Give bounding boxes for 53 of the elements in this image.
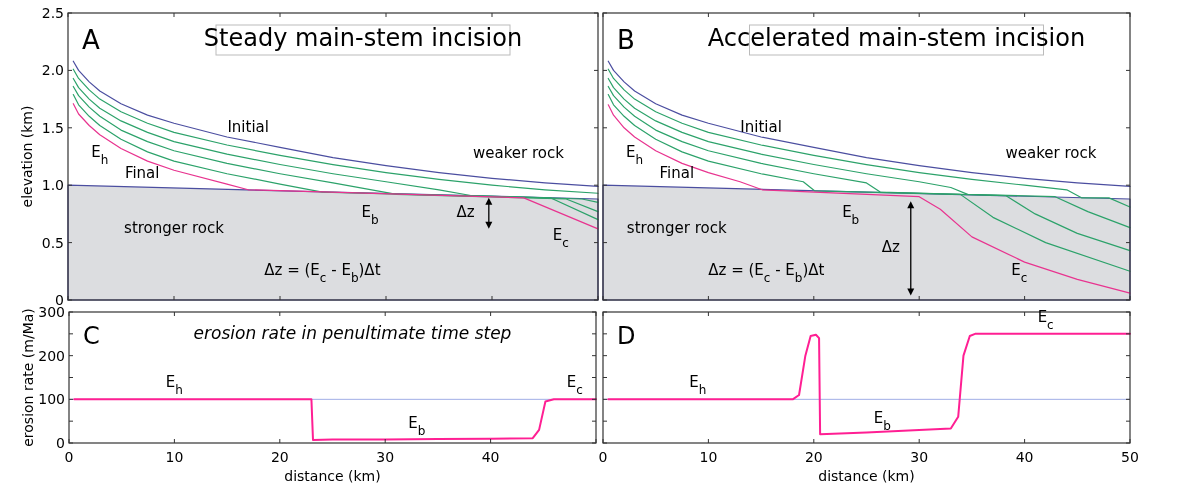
annotation: Initial xyxy=(740,118,782,137)
y-tick-label: 0 xyxy=(56,435,65,451)
annotation: E$_{h}$ xyxy=(165,373,183,398)
annotation: Δz xyxy=(881,237,900,256)
text: Steady main-stem incision xyxy=(203,24,523,52)
text: Accelerated main-stem incision xyxy=(707,24,1086,52)
x-tick-label: 10 xyxy=(699,449,718,465)
annotation: E$_{c}$ xyxy=(552,226,569,251)
y-tick-label: 100 xyxy=(38,391,65,408)
annotation: D xyxy=(617,322,636,350)
annotation: E$_{c}$ xyxy=(1037,307,1054,332)
y-axis-title: elevation (km) xyxy=(19,105,35,208)
annotation: B xyxy=(617,25,635,55)
y-tick-label: 200 xyxy=(38,347,65,364)
annotation: E$_{b}$ xyxy=(361,203,379,228)
annotation: E$_{b}$ xyxy=(873,409,891,434)
annotation: stronger rock xyxy=(124,219,225,238)
annotation: weaker rock xyxy=(1005,143,1097,162)
x-tick-label: 20 xyxy=(270,449,289,465)
annotation: Final xyxy=(124,164,160,183)
x-axis-title: distance (km) xyxy=(284,468,381,484)
x-tick-label: 0 xyxy=(598,449,608,465)
x-tick-label: 30 xyxy=(910,449,929,465)
annotation: E$_{b}$ xyxy=(408,413,426,438)
y-tick-label: 2.5 xyxy=(41,5,64,21)
annotation: E$_{h}$ xyxy=(689,373,707,398)
annotation: Δz xyxy=(456,203,475,222)
x-tick-label: 10 xyxy=(165,449,184,465)
annotation: E$_{c}$ xyxy=(1011,260,1028,285)
y-tick-label: 0.5 xyxy=(41,234,64,251)
annotation: stronger rock xyxy=(626,219,728,238)
annotation: E$_{h}$ xyxy=(91,142,109,167)
annotation: A xyxy=(82,25,100,55)
x-tick-label: 50 xyxy=(1121,449,1139,465)
annotation: Final xyxy=(659,164,695,183)
text: erosion rate in penultimate time step xyxy=(193,323,512,343)
y-tick-label: 1.5 xyxy=(41,119,64,136)
x-tick-label: 40 xyxy=(1015,449,1034,465)
x-axis-title: distance (km) xyxy=(818,468,915,484)
y-tick-label: 1.0 xyxy=(41,177,64,194)
annotation: Initial xyxy=(227,118,269,137)
x-tick-label: 20 xyxy=(804,449,823,465)
annotation: weaker rock xyxy=(473,143,565,162)
x-tick-label: 40 xyxy=(481,449,500,465)
y-axis-title: erosion rate (m/Ma) xyxy=(20,308,36,447)
annotation: C xyxy=(83,322,100,350)
annotation: E$_{h}$ xyxy=(626,142,644,167)
annotation: Δz = (E$_{c}$ - E$_{b}$)Δt xyxy=(264,260,381,285)
annotation: Δz = (E$_{c}$ - E$_{b}$)Δt xyxy=(708,260,825,285)
y-tick-label: 2.0 xyxy=(41,62,64,79)
annotation: E$_{b}$ xyxy=(842,203,860,228)
x-tick-label: 30 xyxy=(376,449,395,465)
annotation: E$_{c}$ xyxy=(566,373,583,398)
